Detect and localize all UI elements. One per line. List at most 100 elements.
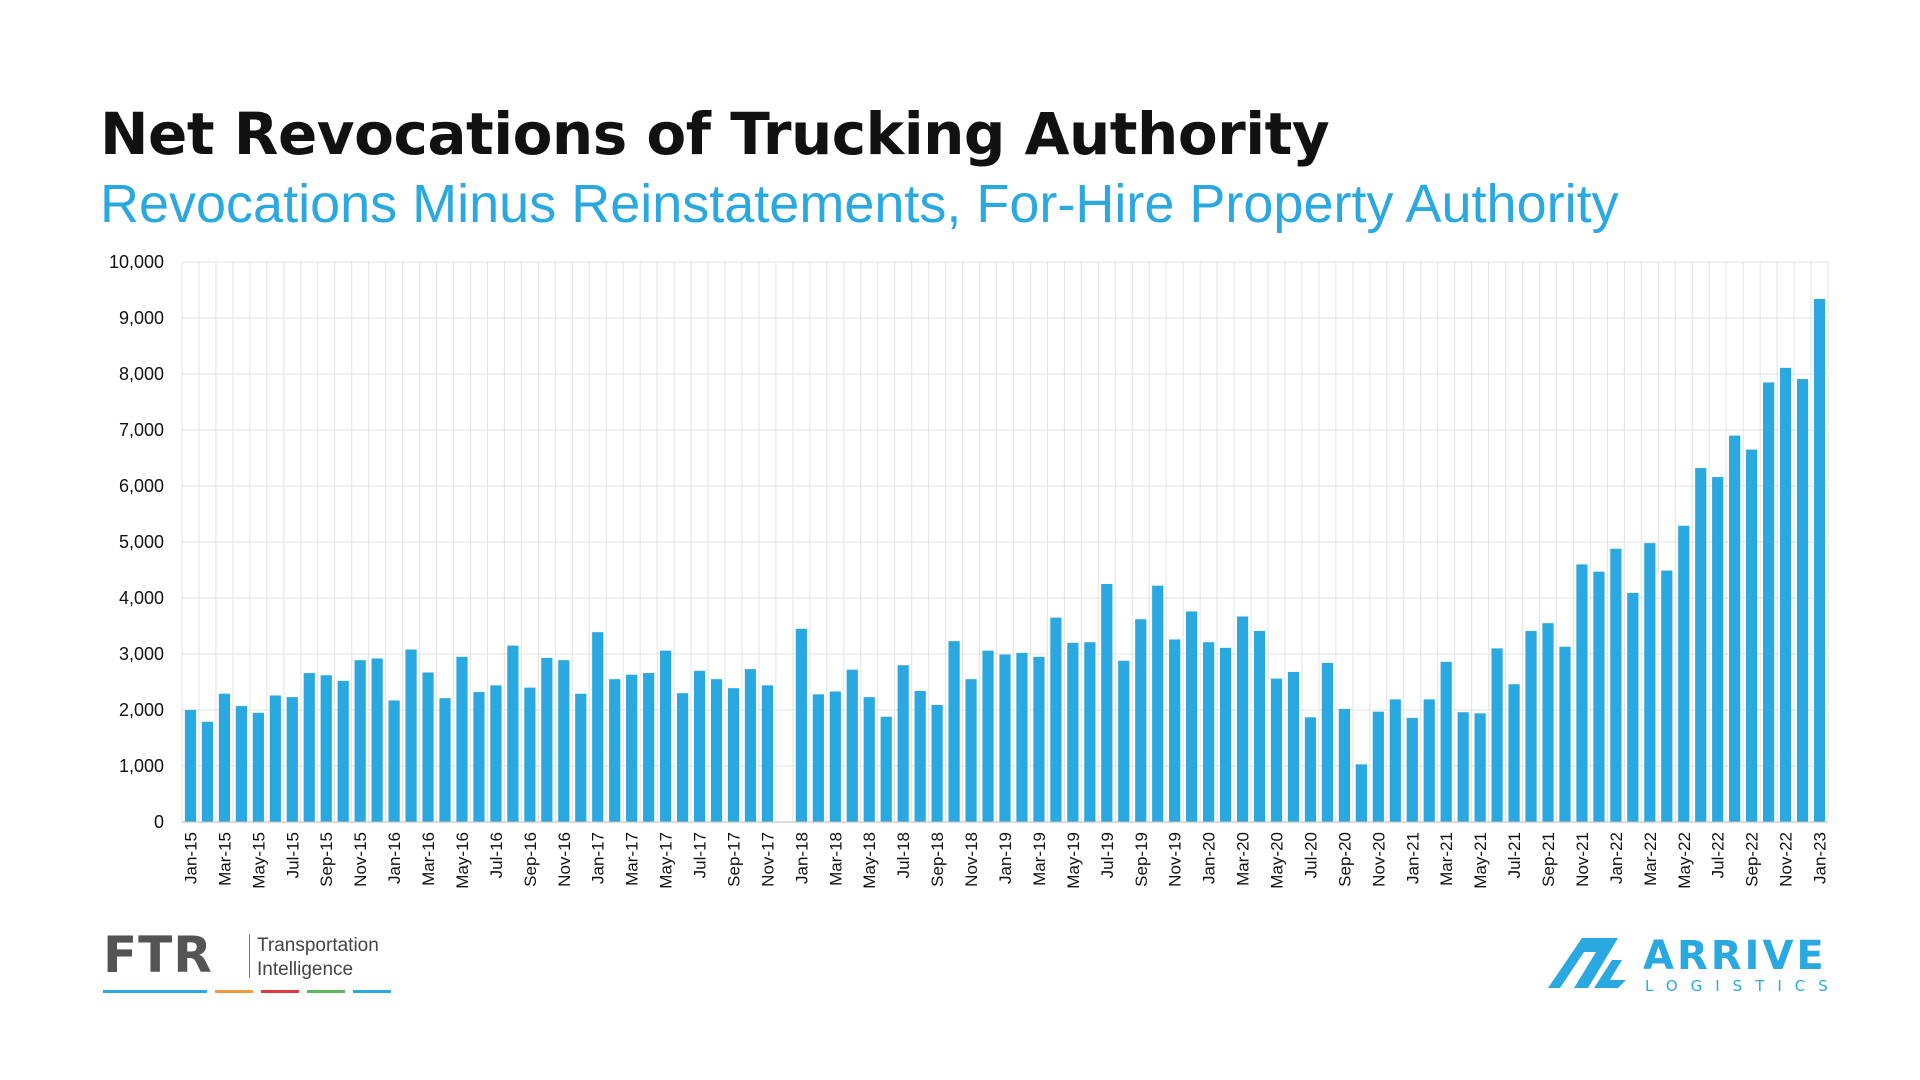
bar-jun-18 <box>880 716 892 822</box>
bar-apr-22 <box>1661 570 1673 822</box>
ftr-logo-mark: FTR <box>103 926 213 984</box>
bar-nov-17 <box>761 685 774 822</box>
bar-aug-20 <box>1321 662 1334 822</box>
bar-may-18 <box>863 697 875 822</box>
bar-jan-23 <box>1813 298 1826 823</box>
y-tick-label: 5,000 <box>119 532 164 552</box>
bar-may-21 <box>1474 713 1486 822</box>
bar-may-17 <box>660 650 672 822</box>
arrive-logo-word: ARRIVE <box>1643 933 1827 979</box>
x-tick-label: Nov-19 <box>1166 832 1185 887</box>
bar-dec-16 <box>575 693 587 822</box>
bar-dec-21 <box>1593 571 1605 822</box>
y-tick-label: 0 <box>154 812 164 832</box>
x-tick-label: Jul-19 <box>1098 832 1117 878</box>
bar-sep-18 <box>931 704 943 822</box>
ftr-tagline-line-2: Intelligence <box>257 959 354 980</box>
bar-jan-16 <box>388 700 400 822</box>
bar-oct-18 <box>948 641 960 822</box>
ftr-logo-color-lines <box>103 990 391 993</box>
x-tick-label: May-17 <box>657 832 676 889</box>
bar-apr-15 <box>235 706 247 822</box>
x-tick-label: Jan-20 <box>1200 832 1219 884</box>
bar-oct-20 <box>1355 764 1367 822</box>
bar-feb-18 <box>812 694 824 822</box>
bar-mar-20 <box>1236 616 1249 822</box>
gridlines <box>181 261 1829 823</box>
bar-sep-22 <box>1746 449 1758 822</box>
y-axis-tick-labels: 0 1,000 2,000 3,000 4,000 5,000 6,000 7,000 8,00… <box>109 252 164 832</box>
bar-feb-19 <box>1016 652 1028 822</box>
bar-chart: 0 1,000 2,000 3,000 4,000 5,000 6,000 7,000 8,00… <box>109 252 1830 889</box>
bar-jul-21 <box>1508 684 1520 822</box>
bar-nov-21 <box>1576 564 1588 822</box>
bar-mar-17 <box>626 674 638 822</box>
ftr-color-line <box>103 990 207 993</box>
bar-aug-15 <box>303 673 315 822</box>
x-tick-label: Jul-17 <box>691 832 710 878</box>
bar-jan-22 <box>1610 548 1622 822</box>
bar-mar-21 <box>1440 661 1452 822</box>
arrive-logo-subword: LOGISTICS <box>1645 977 1841 995</box>
bar-jul-19 <box>1101 584 1113 822</box>
bar-aug-19 <box>1118 660 1130 822</box>
bar-apr-19 <box>1050 617 1062 822</box>
x-tick-label: May-20 <box>1268 832 1287 889</box>
x-tick-label: Jan-16 <box>385 832 404 884</box>
bar-nov-20 <box>1372 711 1384 822</box>
bar-apr-20 <box>1253 631 1266 822</box>
x-tick-label: Jan-18 <box>792 832 811 884</box>
bar-jun-15 <box>269 695 281 822</box>
bar-sep-17 <box>727 688 740 822</box>
bar-oct-19 <box>1152 585 1164 822</box>
bar-sep-20 <box>1338 708 1350 822</box>
bar-oct-21 <box>1559 646 1571 822</box>
x-tick-label: May-18 <box>860 832 879 889</box>
bar-dec-19 <box>1186 611 1198 822</box>
x-tick-label: May-16 <box>453 832 472 889</box>
ftr-tagline-line-1: Transportation <box>257 935 379 956</box>
bar-nov-16 <box>558 660 570 822</box>
x-tick-label: Mar-18 <box>826 832 845 886</box>
ftr-color-line <box>215 990 253 993</box>
arrive-logo-icon <box>1548 938 1626 988</box>
x-tick-label: Mar-20 <box>1234 832 1253 886</box>
bar-may-22 <box>1678 525 1690 822</box>
x-tick-label: Sep-19 <box>1132 832 1151 887</box>
bar-nov-19 <box>1169 639 1181 822</box>
bar-feb-17 <box>609 679 621 822</box>
x-axis-tick-labels: Jan-15 Mar-15 May-15 Jul-15 Sep-15 Nov-15 Jan-… <box>181 832 1829 889</box>
ftr-color-line <box>307 990 345 993</box>
x-tick-label: May-21 <box>1471 832 1490 889</box>
x-tick-label: Jul-22 <box>1709 832 1728 878</box>
x-tick-label: Nov-18 <box>962 832 981 887</box>
y-tick-label: 7,000 <box>119 420 164 440</box>
bar-mar-15 <box>218 693 231 822</box>
bar-oct-17 <box>744 669 757 822</box>
x-tick-label: Jan-22 <box>1607 832 1626 884</box>
bar-nov-15 <box>354 660 366 822</box>
bar-feb-22 <box>1627 592 1639 822</box>
bar-apr-17 <box>643 673 655 822</box>
bar-oct-22 <box>1763 382 1775 822</box>
bar-jan-20 <box>1203 642 1215 822</box>
bar-aug-21 <box>1525 631 1537 822</box>
x-tick-label: Nov-15 <box>351 832 370 887</box>
x-tick-label: May-15 <box>249 832 268 889</box>
bar-jul-20 <box>1304 717 1317 822</box>
ftr-color-line <box>261 990 299 993</box>
bar-mar-19 <box>1033 656 1045 822</box>
x-tick-label: Sep-18 <box>928 832 947 887</box>
bar-may-19 <box>1067 642 1079 822</box>
x-tick-label: Jul-15 <box>283 832 302 878</box>
bar-mar-22 <box>1644 543 1656 822</box>
bar-jun-17 <box>676 693 689 822</box>
y-tick-label: 1,000 <box>119 756 164 776</box>
arrive-logistics-logo: ARRIVE LOGISTICS <box>1548 933 1848 998</box>
bar-jun-22 <box>1695 468 1707 822</box>
bar-aug-17 <box>710 679 723 822</box>
x-tick-label: Mar-17 <box>623 832 642 886</box>
bar-jul-18 <box>897 665 909 822</box>
bar-sep-19 <box>1135 619 1147 822</box>
x-tick-label: Sep-21 <box>1539 832 1558 887</box>
